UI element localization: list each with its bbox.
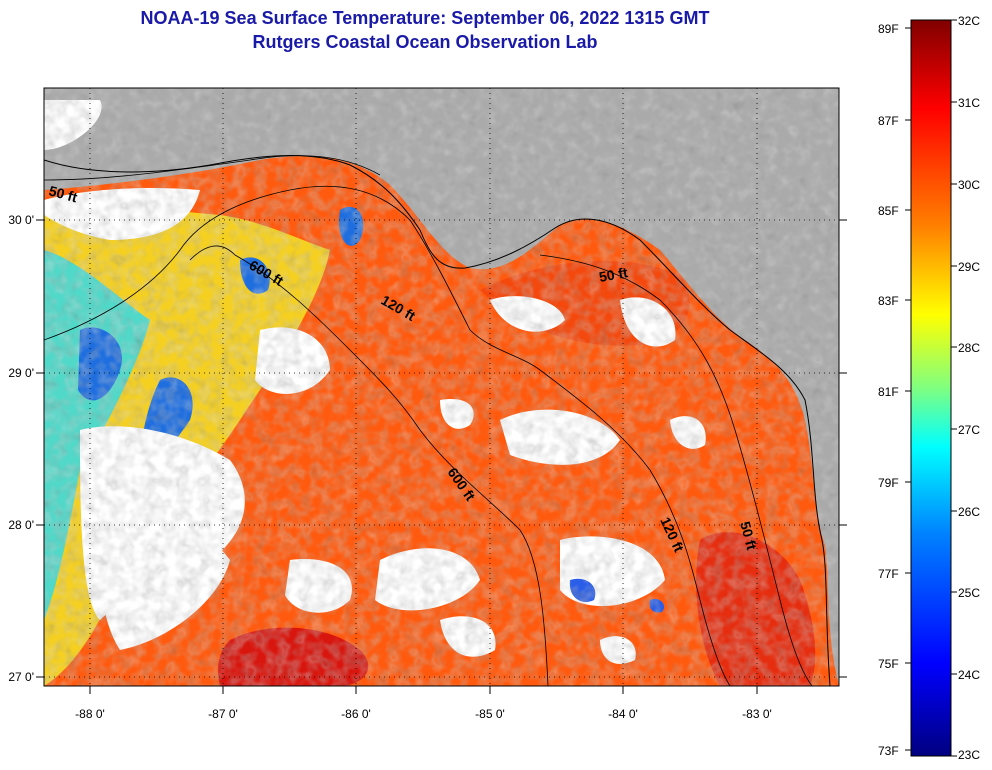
lat-tick-label: 28 0' (8, 518, 34, 532)
fahrenheit-label: 81F (878, 385, 899, 399)
lat-tick-label: 30 0' (8, 213, 34, 227)
celsius-label: 28C (958, 341, 981, 355)
coastline (44, 155, 831, 686)
celsius-label: 32C (958, 14, 981, 28)
fahrenheit-label: 79F (878, 476, 899, 490)
contour-label: 50 ft (598, 264, 629, 285)
celsius-label: 24C (958, 668, 981, 682)
contour-label: 50 ft (737, 520, 760, 552)
map-frame (43, 87, 840, 687)
contour-label: 50 ft (47, 182, 79, 205)
fahrenheit-label: 83F (878, 294, 899, 308)
lon-tick-label: -86 0' (341, 707, 371, 721)
contour-120ft (44, 185, 731, 686)
fahrenheit-label: 77F (878, 567, 899, 581)
lat-tick-label: 29 0' (8, 366, 34, 380)
texture-overlay (44, 88, 839, 686)
chart-subtitle: Rutgers Coastal Ocean Observation Lab (252, 32, 598, 52)
fahrenheit-label: 73F (878, 744, 899, 758)
celsius-label: 27C (958, 423, 981, 437)
celsius-label: 23C (958, 748, 981, 762)
fahrenheit-label: 85F (878, 204, 899, 218)
fahrenheit-label: 75F (878, 657, 899, 671)
fahrenheit-label: 87F (878, 114, 899, 128)
chart-title: NOAA-19 Sea Surface Temperature: Septemb… (140, 8, 710, 28)
colorbar-ticks (905, 19, 957, 757)
lon-tick-label: -88 0' (75, 707, 105, 721)
contour-50ft-east (539, 254, 813, 686)
celsius-label: 25C (958, 586, 981, 600)
celsius-label: 29C (958, 260, 981, 274)
fahrenheit-label: 89F (878, 22, 899, 36)
lat-tick-label: 27 0' (8, 670, 34, 684)
contour-600ft (189, 245, 549, 686)
lon-tick-label: -87 0' (208, 707, 238, 721)
celsius-label: 26C (958, 505, 981, 519)
contour-50ft-west (44, 155, 381, 181)
lon-tick-label: -83 0' (742, 707, 772, 721)
celsius-label: 30C (958, 178, 981, 192)
lon-tick-label: -84 0' (608, 707, 638, 721)
lon-tick-label: -85 0' (475, 707, 505, 721)
colorbar-gradient (910, 19, 952, 757)
tick-marks (36, 219, 847, 694)
celsius-label: 31C (958, 96, 981, 110)
